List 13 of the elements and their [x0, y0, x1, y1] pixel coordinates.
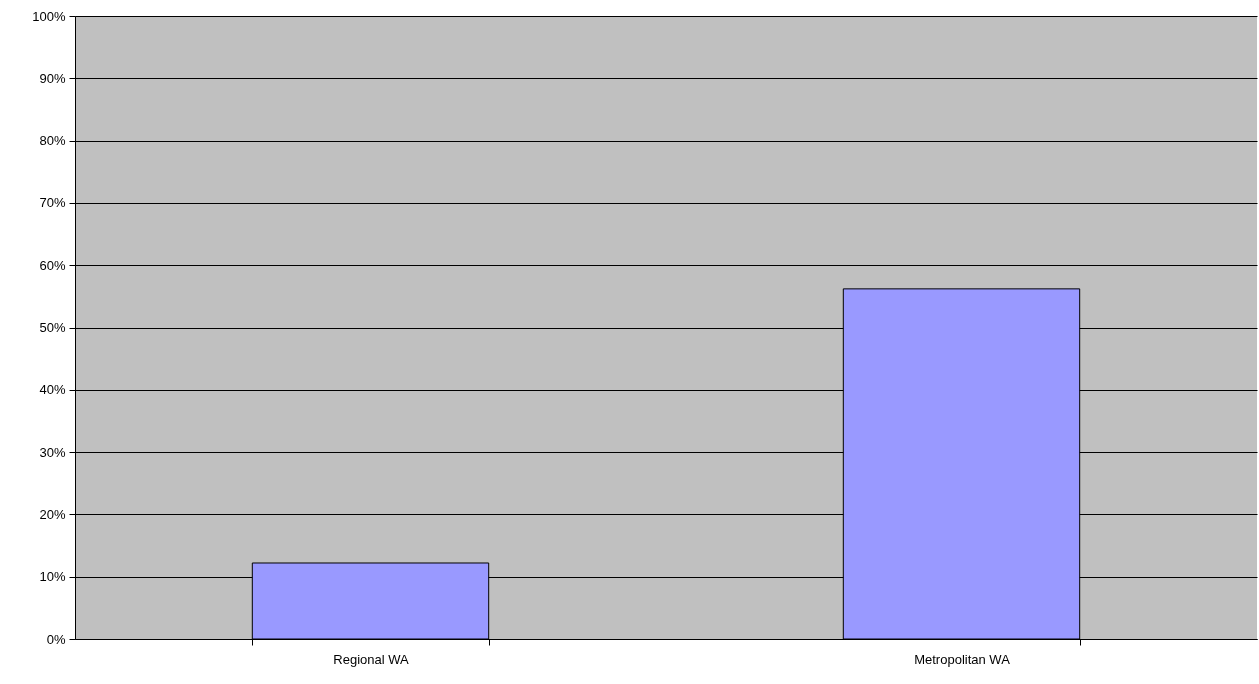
y-tick-label: 100% [32, 8, 66, 24]
y-tick-label: 0% [46, 631, 66, 647]
x-tick-label: Metropolitan WA [914, 651, 1011, 667]
y-tick-label: 50% [39, 320, 66, 335]
y-tick-label: 20% [39, 506, 66, 522]
y-tick-label: 80% [39, 133, 66, 149]
y-tick-label: 70% [39, 195, 66, 211]
y-tick-label: 90% [39, 70, 66, 86]
y-tick-label: 30% [39, 444, 66, 460]
y-tick-label: 10% [39, 569, 66, 585]
y-tick-label: 60% [39, 257, 66, 273]
y-tick-label: 40% [39, 382, 66, 398]
x-tick-label: Regional WA [333, 651, 410, 667]
